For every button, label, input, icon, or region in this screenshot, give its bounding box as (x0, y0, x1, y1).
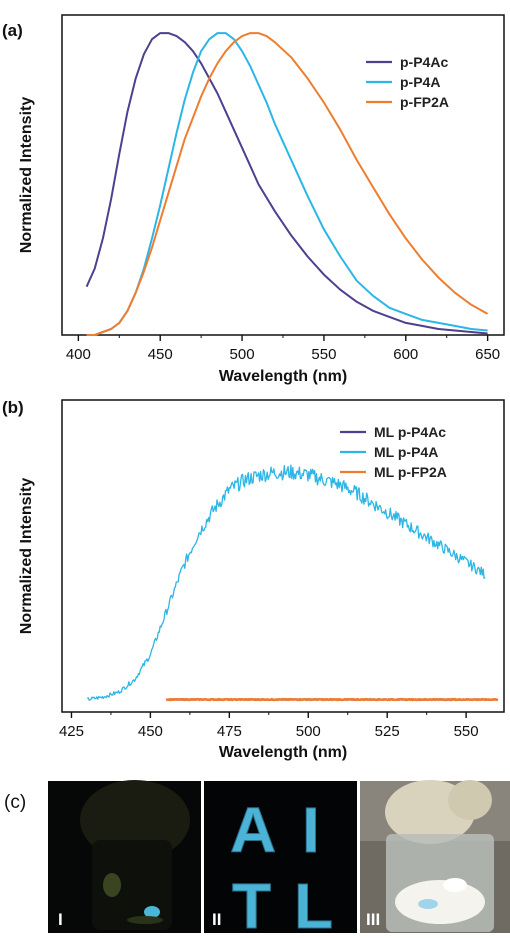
panel-a-label: (a) (2, 21, 23, 40)
photo-ii-letter-t: T (232, 870, 271, 933)
legend-label-p-fp2a: p-FP2A (400, 94, 449, 110)
panel-a-x-tick-label: 550 (311, 346, 336, 363)
photo-iii-label: III (366, 910, 380, 929)
panel-b-x-tick-label: 500 (296, 723, 321, 740)
panel-b-x-axis-title: Wavelength (nm) (219, 744, 347, 761)
panel-b-x-ticks: 425 450 475 500 525 550 (59, 712, 479, 740)
photo-iii-gloved-finger (448, 780, 492, 820)
legend-label-p-p4ac: p-P4Ac (400, 54, 448, 70)
photo-iii-powder-highlight (443, 878, 467, 892)
panel-b-label: (b) (2, 398, 24, 417)
photo-i-label: I (58, 910, 63, 929)
legend-label-p-p4a: p-P4A (400, 74, 440, 90)
photo-i: I (48, 780, 201, 933)
panel-a-x-tick-label: 400 (66, 346, 91, 363)
photo-ii: A I T L II (204, 781, 357, 938)
photo-ii-letter-a: A (230, 794, 276, 866)
photo-iii-blue-glow (418, 899, 438, 909)
photo-iii: III (360, 780, 510, 933)
series-line-ml-p-fp2a (165, 697, 499, 702)
panel-c: (c) I A I T L II (4, 780, 510, 938)
legend-label-ml-p-p4a: ML p-P4A (374, 444, 438, 460)
photo-i-base-glow (127, 916, 163, 924)
panel-a-y-axis-title: Normalized Intensity (18, 97, 35, 254)
panel-b-x-tick-label: 550 (454, 723, 479, 740)
panel-a-x-tick-label: 500 (230, 346, 255, 363)
legend-label-ml-p-p4ac: ML p-P4Ac (374, 424, 446, 440)
photo-ii-background (204, 781, 357, 933)
panel-a-series (85, 32, 489, 336)
legend-label-ml-p-fp2a: ML p-FP2A (374, 464, 447, 480)
panel-a: (a) 400 450 500 550 600 650 p-P4Ac p-P4A p-FP2A… (2, 14, 505, 385)
photo-i-glint (103, 873, 121, 897)
panel-b-x-tick-label: 475 (217, 723, 242, 740)
panel-b-series (86, 464, 499, 702)
series-line-p-fp2a (86, 32, 489, 336)
photo-ii-label: II (212, 910, 221, 929)
panel-b-x-tick-label: 425 (59, 723, 84, 740)
photo-ii-letter-l: L (294, 870, 333, 933)
panel-a-x-tick-label: 600 (393, 346, 418, 363)
panel-a-x-axis-title: Wavelength (nm) (219, 368, 347, 385)
photo-ii-letter-i: I (302, 794, 320, 866)
panel-a-legend: p-P4Ac p-P4A p-FP2A (366, 54, 449, 110)
panel-a-x-tick-label: 650 (475, 346, 500, 363)
series-line-p-p4ac (85, 32, 488, 335)
photo-iii-powder (395, 880, 485, 924)
panel-b-x-tick-label: 450 (138, 723, 163, 740)
panel-b-y-axis-title: Normalized Intensity (18, 478, 35, 635)
panel-a-x-tick-label: 450 (148, 346, 173, 363)
photo-i-blue-spot (144, 906, 160, 918)
panel-a-x-ticks: 400 450 500 550 600 650 (66, 335, 500, 363)
panel-b-plot-frame (61, 399, 505, 713)
series-line-ml-p-p4a (86, 464, 486, 701)
panel-b-x-tick-label: 525 (375, 723, 400, 740)
panel-b-legend: ML p-P4Ac ML p-P4A ML p-FP2A (340, 424, 447, 480)
panel-c-label: (c) (4, 792, 26, 813)
